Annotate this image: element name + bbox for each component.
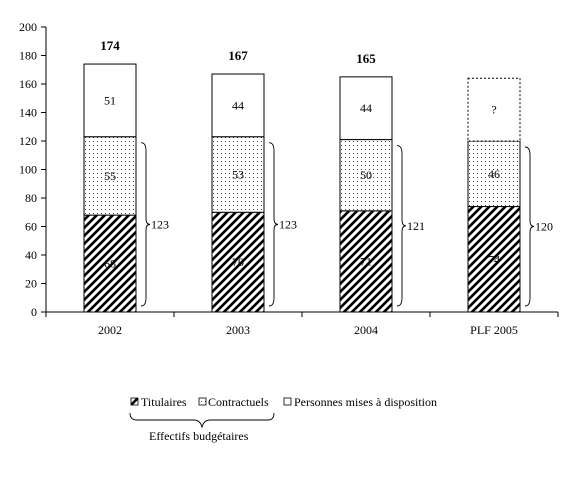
- bar-segment-label: 70: [232, 255, 244, 269]
- y-tick-label: 180: [19, 49, 37, 63]
- bar-total-label: 167: [228, 48, 248, 63]
- y-tick-label: 160: [19, 77, 37, 91]
- y-tick-label: 100: [19, 163, 37, 177]
- budget-total-label: 121: [407, 219, 425, 233]
- y-tick-label: 80: [25, 191, 37, 205]
- legend-swatch-personnes: [283, 397, 292, 406]
- bar-segment: [339, 210, 393, 313]
- bar-segment: [83, 63, 137, 138]
- bar-segment-label: 55: [104, 169, 116, 183]
- bar-segment-label: 50: [360, 168, 372, 182]
- bar-segment-label: ?: [491, 103, 496, 117]
- y-tick-label: 0: [31, 305, 37, 319]
- bar-segment: [467, 206, 521, 313]
- y-axis: 0 20 40 60 80 100 120 140 160 180 200: [19, 20, 47, 319]
- bar-segment: [467, 140, 521, 208]
- bar-segment: [339, 76, 393, 141]
- bar-segment-label: 74: [488, 252, 500, 266]
- budget-total-label: 120: [535, 220, 553, 234]
- bar-segment-label: 68: [104, 257, 116, 271]
- bar-segment-label: 51: [104, 93, 116, 107]
- x-tick-label: PLF 2005: [470, 323, 518, 337]
- bar-segment-label: 71: [360, 254, 372, 268]
- x-axis: 2002 2003 2004 PLF 2005: [45, 311, 559, 337]
- y-tick-label: 140: [19, 106, 37, 120]
- legend-label-contractuels: Contractuels: [208, 395, 269, 409]
- budget-total-label: 123: [151, 217, 169, 231]
- bar-segment: [339, 139, 393, 212]
- bar-total-label: 165: [356, 51, 376, 66]
- budget-brace: [396, 145, 407, 307]
- budget-brace: [140, 142, 151, 307]
- bar-segment: [211, 211, 265, 313]
- bar-total-label: 174: [100, 38, 120, 53]
- legend-group-label: Effectifs budgétaires: [149, 429, 249, 443]
- bar-segment: [211, 73, 265, 138]
- budget-brace: [268, 142, 279, 307]
- legend: Titulaires Contractuels Personnes mises …: [129, 395, 437, 443]
- budget-brace: [524, 146, 535, 307]
- bar-segment: [211, 136, 265, 213]
- bars: 68 55 51 174 70 53 44 167 71 50 44 165 74 46?: [83, 38, 521, 313]
- bar-segment-label: 46: [488, 167, 500, 181]
- y-tick-label: 60: [25, 220, 37, 234]
- x-tick-label: 2003: [226, 323, 250, 337]
- y-tick-label: 120: [19, 134, 37, 148]
- legend-swatch-contractuels: [198, 397, 207, 406]
- legend-label-personnes: Personnes mises à disposition: [294, 395, 437, 409]
- bar-segment-label: 53: [232, 167, 244, 181]
- bar-segment: [467, 77, 521, 142]
- legend-swatch-titulaires: [130, 397, 139, 406]
- legend-group-brace: [129, 412, 275, 429]
- budget-braces: 123 123 121 120: [140, 142, 553, 307]
- y-tick-label: 200: [19, 20, 37, 34]
- x-tick-label: 2002: [98, 323, 122, 337]
- y-tick-label: 40: [25, 248, 37, 262]
- y-tick-label: 20: [25, 277, 37, 291]
- legend-label-titulaires: Titulaires: [141, 395, 187, 409]
- bar-segment-label: 44: [360, 101, 372, 115]
- bar-segment-label: 44: [232, 98, 244, 112]
- budget-total-label: 123: [279, 217, 297, 231]
- x-tick-label: 2004: [354, 323, 378, 337]
